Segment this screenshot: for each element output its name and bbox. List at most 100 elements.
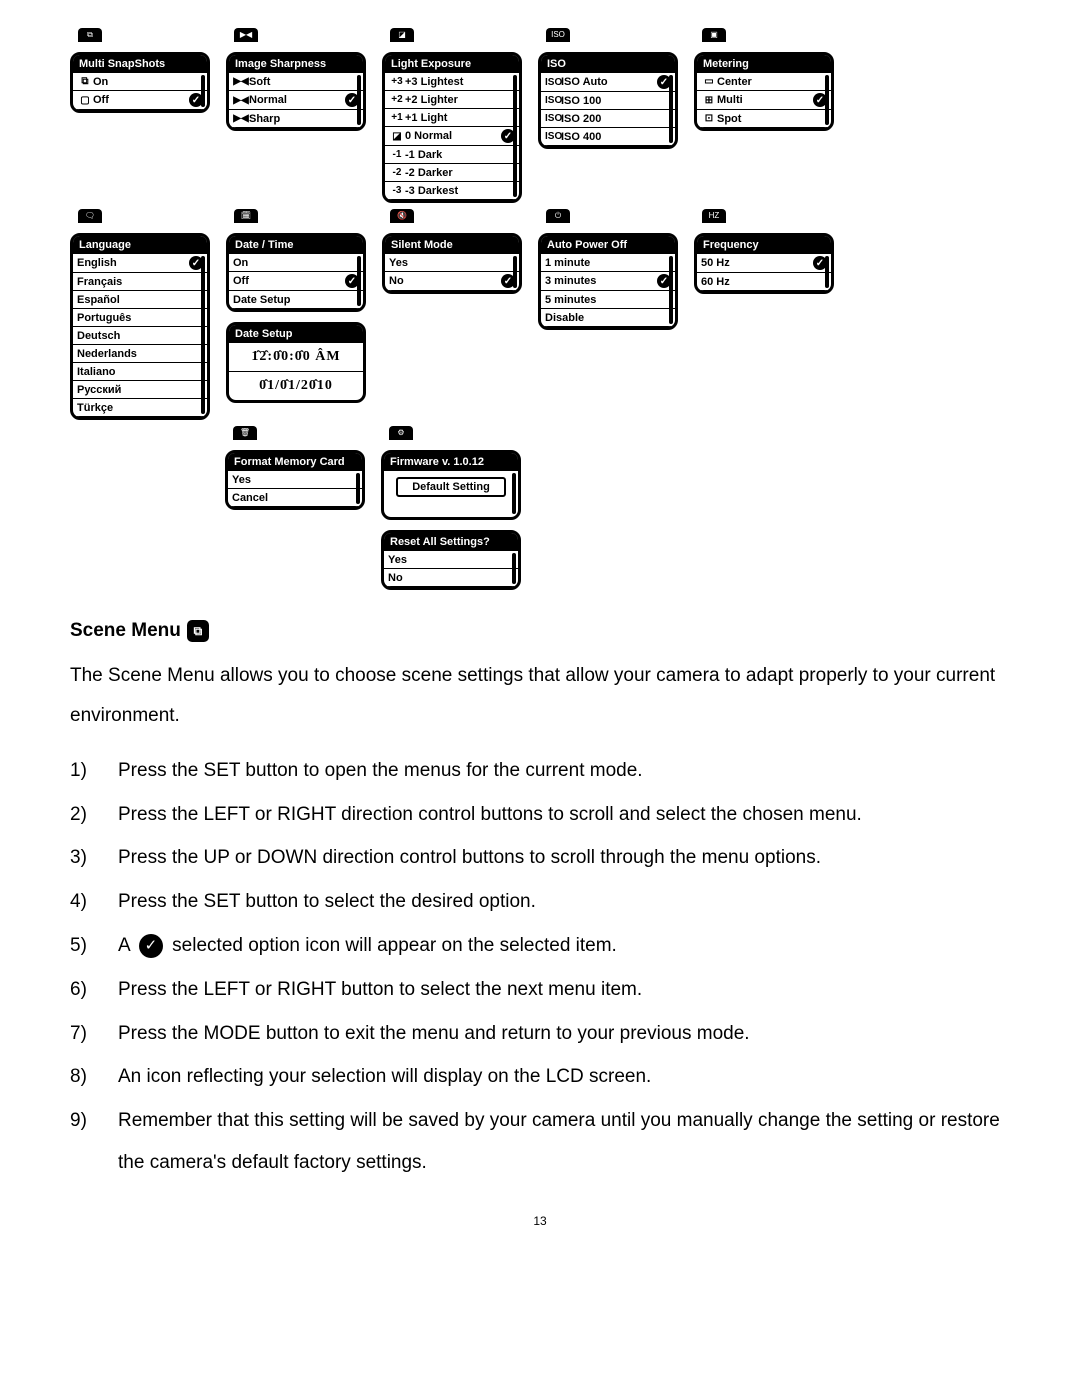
scroll-track xyxy=(669,75,673,143)
menu-item[interactable]: Nederlands xyxy=(73,345,207,363)
menu-item[interactable]: 5 minutes xyxy=(541,291,675,309)
menu-item-icon: ISO xyxy=(545,77,561,88)
menu-item[interactable]: 1 minute xyxy=(541,254,675,272)
menu-item[interactable]: Français xyxy=(73,273,207,291)
menu-box: Format Memory CardYes Cancel xyxy=(225,450,365,510)
menu-item[interactable]: Türkçe xyxy=(73,399,207,417)
menu-item-icon: ⧉ xyxy=(77,76,93,87)
step-number: 6) xyxy=(70,969,96,1011)
menu-box: Frequency50 Hz✓60 Hz xyxy=(694,233,834,294)
menu-item[interactable]: Español xyxy=(73,291,207,309)
menu-item[interactable]: Deutsch xyxy=(73,327,207,345)
menu-item[interactable]: Yes xyxy=(385,254,519,272)
menu-item[interactable]: 3 minutes✓ xyxy=(541,272,675,291)
step: 4)Press the SET button to select the des… xyxy=(70,881,1010,923)
menu-item-label: Cancel xyxy=(232,492,358,504)
menu-item-label: 3 minutes xyxy=(545,275,657,287)
step: 7) Press the MODE button to exit the menu… xyxy=(70,1013,1010,1055)
menu-item-label: -1 Dark xyxy=(405,149,515,161)
menu-row-3: 🗑Format Memory CardYesCancel⚙Firmware v.… xyxy=(225,438,1010,590)
menu-item[interactable]: ▶◀Sharp xyxy=(229,110,363,128)
scene-section: Scene Menu ⧉ The Scene Menu allows you t… xyxy=(70,620,1010,1184)
menu-item[interactable]: -2-2 Darker xyxy=(385,164,519,182)
menu-item-label: Nederlands xyxy=(77,348,203,360)
menu-item-label: Multi xyxy=(717,94,813,106)
step: 2)Press the LEFT or RIGHT direction cont… xyxy=(70,794,1010,836)
step-text: A ✓ selected option icon will appear on … xyxy=(118,925,1010,967)
menu-item-label: Spot xyxy=(717,113,827,125)
step: 8)An icon reflecting your selection will… xyxy=(70,1056,1010,1098)
menu-item[interactable]: No xyxy=(384,569,518,587)
menu-item[interactable]: ⧉On xyxy=(73,73,207,91)
step-text: Press the LEFT or RIGHT button to select… xyxy=(118,969,1010,1011)
date-setup-time[interactable]: 1̂2̂:0̂0:0̂0 ÂM xyxy=(229,343,363,372)
step-number: 9) xyxy=(70,1100,96,1184)
menu-wrap: 🗓Date / TimeOnOff✓Date Setup xyxy=(226,221,366,312)
menu-item[interactable]: Off✓ xyxy=(229,272,363,291)
menu-tab-icon: ⚙ xyxy=(389,426,413,440)
menu-item[interactable]: ISOISO 200 xyxy=(541,110,675,128)
menu-column: 🗓Date / TimeOnOff✓Date SetupDate Setup 1̂… xyxy=(226,221,366,403)
step-text: Press the MODE button to exit the menu a… xyxy=(118,1013,1010,1055)
menu-box: LanguageEnglish✓FrançaisEspañolPortuguês… xyxy=(70,233,210,420)
menu-tab-icon: 🗑 xyxy=(233,426,257,440)
menu-item-label: Disable xyxy=(545,312,671,324)
scroll-track xyxy=(201,75,205,107)
step-text: Remember that this setting will be saved… xyxy=(118,1100,1010,1184)
menu-item[interactable]: ▭Center xyxy=(697,73,831,91)
menu-item[interactable]: Cancel xyxy=(228,489,362,507)
menu-item-label: -3 Darkest xyxy=(405,185,515,197)
firmware-title: Firmware v. 1.0.12 xyxy=(384,453,518,471)
menu-item-icon: -1 xyxy=(389,149,405,160)
menu-title: Language xyxy=(73,236,207,254)
menu-item[interactable]: ◪0 Normal✓ xyxy=(385,127,519,146)
menu-item[interactable]: English✓ xyxy=(73,254,207,273)
menu-title: ISO xyxy=(541,55,675,73)
menu-item[interactable]: ISOISO 400 xyxy=(541,128,675,146)
menu-item[interactable]: Português xyxy=(73,309,207,327)
menu-item-icon: ▶◀ xyxy=(233,95,249,106)
menu-item[interactable]: +1+1 Light xyxy=(385,109,519,127)
menu-tab-icon: ⧉ xyxy=(78,28,102,42)
menu-item[interactable]: ▶◀Soft xyxy=(229,73,363,91)
menu-item[interactable]: ▢Off✓ xyxy=(73,91,207,110)
menu-item[interactable]: ⊡Spot xyxy=(697,110,831,128)
menu-item-label: English xyxy=(77,257,189,269)
menu-item-label: No xyxy=(389,275,501,287)
scene-steps: 1)Press the SET button to open the menus… xyxy=(70,750,1010,1184)
menu-box: Silent ModeYesNo✓ xyxy=(382,233,522,294)
menu-item[interactable]: Disable xyxy=(541,309,675,327)
menu-item[interactable]: On xyxy=(229,254,363,272)
menu-tab-icon: ISO xyxy=(546,28,570,42)
check-icon: ✓ xyxy=(139,934,163,958)
menu-item[interactable]: ISOISO 100 xyxy=(541,92,675,110)
menu-item-label: Yes xyxy=(388,554,514,566)
menu-item[interactable]: 50 Hz✓ xyxy=(697,254,831,273)
menu-item-label: +3 Lightest xyxy=(405,76,515,88)
date-setup-date[interactable]: 0̂1/0̂1/20̂10 xyxy=(229,372,363,400)
menu-item-icon: -2 xyxy=(389,167,405,178)
menu-item[interactable]: Yes xyxy=(384,551,518,569)
default-setting-button[interactable]: Default Setting xyxy=(396,477,506,497)
menu-item[interactable]: ISOISO Auto✓ xyxy=(541,73,675,92)
menu-item[interactable]: Yes xyxy=(228,471,362,489)
step-number: 7) xyxy=(70,1013,96,1055)
menu-wrap: ◪Light Exposure+3+3 Lightest+2+2 Lighter… xyxy=(382,40,522,203)
menu-item-icon: ◪ xyxy=(389,131,405,142)
menu-item[interactable]: Русский xyxy=(73,381,207,399)
menu-title: Format Memory Card xyxy=(228,453,362,471)
menu-item[interactable]: -3-3 Darkest xyxy=(385,182,519,200)
menu-item[interactable]: +2+2 Lighter xyxy=(385,91,519,109)
menu-item[interactable]: No✓ xyxy=(385,272,519,291)
menu-item[interactable]: ▶◀Normal✓ xyxy=(229,91,363,110)
menu-item[interactable]: Date Setup xyxy=(229,291,363,309)
menu-item-label: No xyxy=(388,572,514,584)
menu-item-label: Off xyxy=(93,94,189,106)
step: 5)A ✓ selected option icon will appear o… xyxy=(70,925,1010,967)
scroll-track xyxy=(356,473,360,504)
menu-item[interactable]: -1-1 Dark xyxy=(385,146,519,164)
menu-item[interactable]: +3+3 Lightest xyxy=(385,73,519,91)
menu-item[interactable]: 60 Hz xyxy=(697,273,831,291)
menu-item[interactable]: ⊞Multi✓ xyxy=(697,91,831,110)
menu-item[interactable]: Italiano xyxy=(73,363,207,381)
